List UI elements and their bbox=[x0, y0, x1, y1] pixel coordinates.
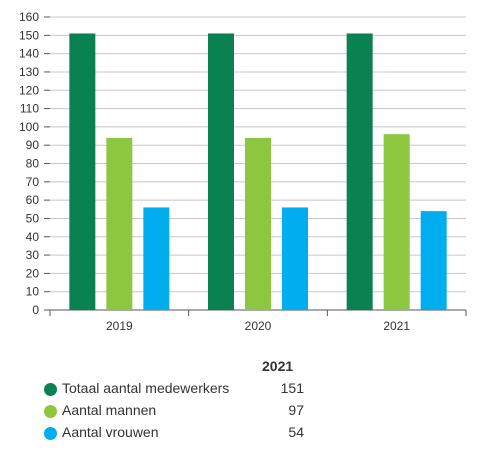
legend-value-totaal: 151 bbox=[280, 380, 304, 396]
bar-aantal-mannen-2021 bbox=[383, 134, 410, 310]
bar-aantal-mannen-2020 bbox=[245, 137, 271, 310]
y-tick-label: 30 bbox=[26, 248, 40, 262]
chart-svg: 0 10 20 30 40 50 60 70 80 90 100 110 120 130 140 150 160… bbox=[19, 10, 467, 333]
y-tick-label: 50 bbox=[26, 211, 40, 225]
legend-value-mannen: 97 bbox=[288, 402, 304, 418]
legend-dot-vrouwen bbox=[44, 427, 57, 440]
y-tick-label: 0 bbox=[32, 303, 39, 317]
x-tick-label: 2020 bbox=[245, 319, 272, 333]
y-tick-label: 70 bbox=[26, 175, 40, 189]
legend-label-vrouwen: Aantal vrouwen bbox=[62, 424, 159, 440]
y-tick-label: 140 bbox=[19, 47, 39, 61]
x-tick-label: 2019 bbox=[106, 319, 133, 333]
y-tick-label: 80 bbox=[26, 157, 40, 171]
y-tick-label: 90 bbox=[26, 138, 40, 152]
y-tick-label: 110 bbox=[20, 102, 39, 116]
legend-row-mannen: Aantal mannen 97 bbox=[44, 402, 304, 422]
y-tick-label: 10 bbox=[26, 285, 40, 299]
bar-totaal-aantal-medewerkers-2019 bbox=[69, 33, 96, 310]
y-tick-label: 130 bbox=[19, 65, 39, 79]
legend-label-mannen: Aantal mannen bbox=[62, 402, 157, 418]
y-tick-label: 160 bbox=[19, 10, 39, 24]
y-tick-label: 150 bbox=[19, 28, 39, 42]
x-tick-label: 2021 bbox=[383, 319, 410, 333]
legend-row-vrouwen: Aantal vrouwen 54 bbox=[44, 424, 304, 444]
legend-value-vrouwen: 54 bbox=[288, 424, 304, 440]
bar-aantal-vrouwen-2020 bbox=[282, 207, 308, 310]
legend-dot-mannen bbox=[44, 405, 57, 418]
bar-totaal-aantal-medewerkers-2020 bbox=[208, 33, 234, 310]
legend-year-header: 2021 bbox=[262, 358, 294, 374]
y-tick-label: 40 bbox=[26, 230, 40, 244]
bar-aantal-mannen-2019 bbox=[106, 137, 133, 310]
bar-aantal-vrouwen-2019 bbox=[143, 207, 170, 310]
legend-label-totaal: Totaal aantal medewerkers bbox=[62, 380, 230, 396]
y-tick-label: 120 bbox=[19, 83, 39, 97]
legend-row-totaal: Totaal aantal medewerkers 151 bbox=[44, 380, 304, 400]
y-tick-label: 100 bbox=[19, 120, 39, 134]
bar-aantal-vrouwen-2021 bbox=[420, 211, 447, 310]
y-tick-label: 60 bbox=[26, 193, 40, 207]
bar-totaal-aantal-medewerkers-2021 bbox=[346, 33, 373, 310]
legend-dot-totaal bbox=[44, 383, 57, 396]
bar-chart: 0 10 20 30 40 50 60 70 80 90 100 110 120 130 140 150 160… bbox=[19, 10, 467, 333]
y-tick-label: 20 bbox=[26, 266, 40, 280]
